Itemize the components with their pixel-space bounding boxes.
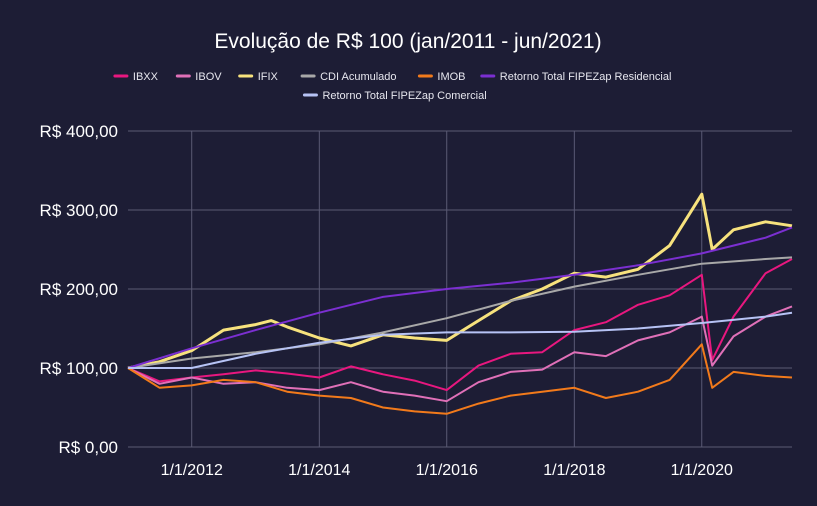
x-axis: 1/1/2012 1/1/2014 1/1/2016 1/1/2018 1/1/2020: [161, 462, 733, 479]
x-tick-label: 1/1/2018: [543, 462, 605, 479]
legend-label: IFIX: [258, 71, 279, 83]
series-line-3: [127, 256, 793, 369]
legend-label: CDI Acumulado: [320, 71, 396, 83]
series-lines: [127, 192, 793, 415]
series-line-5: [127, 226, 793, 369]
legend-label: Retorno Total FIPEZap Comercial: [322, 90, 486, 102]
legend-label: Retorno Total FIPEZap Residencial: [500, 71, 672, 83]
x-tick-label: 1/1/2012: [161, 462, 223, 479]
chart-title: Evolução de R$ 100 (jan/2011 - jun/2021): [214, 30, 601, 53]
legend-label: IMOB: [437, 71, 465, 83]
legend: IBXX IBOV IFIX CDI Acumulado IMOB Retorno Tot…: [113, 71, 672, 102]
series-line-2: [127, 192, 793, 370]
legend-label: IBOV: [195, 71, 222, 83]
series-line-0: [127, 258, 793, 392]
y-tick-label: R$ 300,00: [40, 201, 118, 220]
y-tick-label: R$ 0,00: [58, 438, 118, 457]
y-tick-label: R$ 200,00: [40, 280, 118, 299]
x-tick-label: 1/1/2020: [671, 462, 733, 479]
x-tick-label: 1/1/2014: [288, 462, 350, 479]
legend-label: IBXX: [133, 71, 159, 83]
x-tick-label: 1/1/2016: [416, 462, 478, 479]
series-line-4: [127, 343, 793, 415]
series-line-6: [128, 311, 793, 369]
series-line-1: [127, 305, 793, 403]
y-tick-label: R$ 400,00: [40, 122, 118, 141]
y-tick-label: R$ 100,00: [40, 359, 118, 378]
grid: [128, 130, 792, 448]
y-axis: R$ 0,00 R$ 100,00 R$ 200,00 R$ 300,00 R$ 400…: [40, 122, 118, 457]
